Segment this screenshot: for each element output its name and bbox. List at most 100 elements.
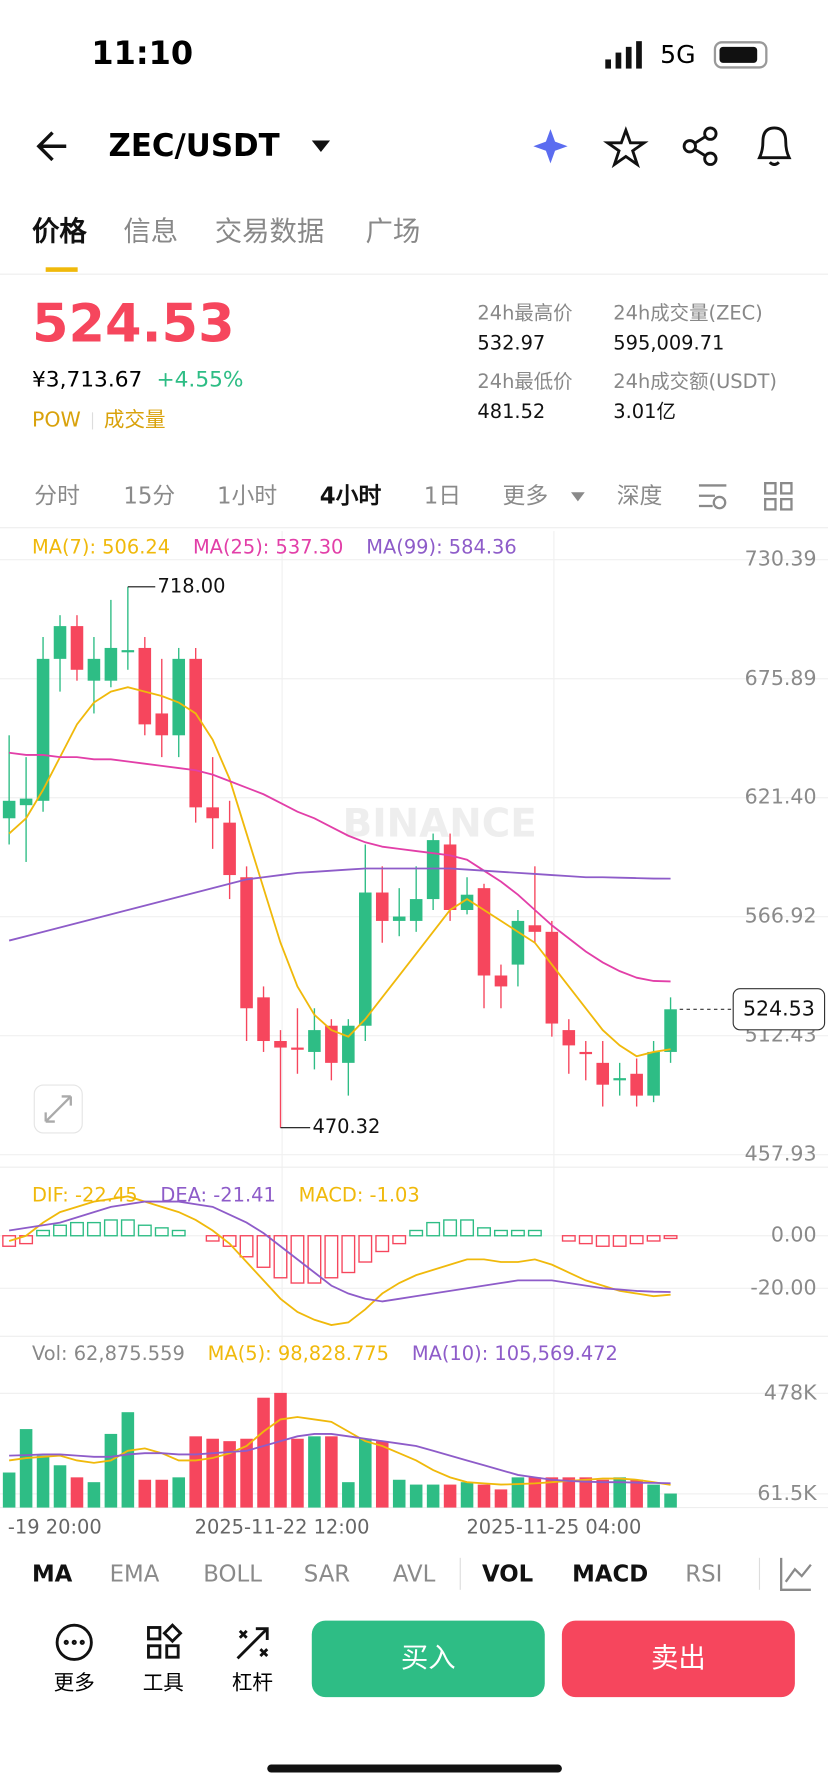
layout-icon[interactable] [764, 482, 793, 511]
home-indicator [267, 1764, 562, 1773]
legend-entry: DIF: -22.45 [32, 1183, 138, 1206]
more-dropdown[interactable] [571, 492, 585, 502]
stat-value: 3.01亿 [613, 400, 676, 423]
x-tick-label: 2025-11-25 04:00 [466, 1516, 641, 1539]
macd-bar [222, 1235, 237, 1247]
tab[interactable]: 信息 [123, 217, 178, 248]
share-button[interactable] [682, 126, 718, 166]
interval[interactable]: 更多 [503, 483, 549, 509]
macd-bar [426, 1221, 441, 1237]
interval[interactable]: 深度 [617, 483, 663, 509]
tag[interactable]: POW [32, 407, 81, 431]
action-label[interactable]: 工具 [143, 1670, 184, 1694]
interval[interactable]: 15分 [123, 483, 175, 509]
volume-bar [562, 1477, 576, 1508]
interval[interactable]: 4小时 [320, 483, 382, 509]
volume-bar [189, 1436, 202, 1508]
y-tick-label: -20.00 [750, 1275, 816, 1299]
macd-bar [358, 1235, 373, 1263]
volume-bar [477, 1484, 491, 1508]
tab[interactable]: 价格 [32, 217, 87, 248]
pair-dropdown[interactable] [311, 140, 331, 152]
indicator[interactable]: RSI [685, 1561, 722, 1587]
volume-bar [19, 1429, 33, 1508]
sell-button[interactable] [561, 1620, 795, 1698]
tab[interactable]: 交易数据 [215, 217, 325, 248]
indicator[interactable]: MA [32, 1561, 73, 1587]
macd-bar [443, 1219, 458, 1237]
indicator-line [8, 867, 671, 942]
volume-bar [121, 1412, 135, 1508]
indicator[interactable]: AVL [393, 1561, 436, 1587]
buy-button[interactable] [311, 1620, 545, 1698]
candle-body [206, 807, 219, 819]
interval[interactable]: 1小时 [217, 483, 277, 509]
volume-bar [172, 1477, 186, 1508]
volume-bar [206, 1438, 219, 1508]
candle-body [2, 800, 16, 819]
indicator[interactable]: BOLL [203, 1561, 262, 1587]
volume-bar [596, 1479, 610, 1508]
y-tick-label: 566.92 [745, 904, 817, 928]
volume-bar [630, 1479, 643, 1508]
macd-bar [561, 1235, 576, 1242]
volume-bar [2, 1472, 16, 1508]
volume-bar [155, 1479, 169, 1508]
macd-bar [137, 1224, 152, 1237]
macd-bar [629, 1235, 644, 1245]
tab-indicator [45, 267, 78, 272]
tag[interactable]: 成交量 [104, 407, 166, 431]
y-tick-label: 730.39 [745, 547, 817, 571]
indicator-line [9, 1433, 671, 1485]
action-label[interactable]: 更多 [54, 1670, 95, 1694]
indicator[interactable]: EMA [110, 1561, 160, 1587]
legend-entry: DEA: -21.41 [160, 1183, 275, 1206]
volume-bar [36, 1455, 50, 1508]
volume-bar [664, 1493, 677, 1508]
buy-label[interactable]: 买入 [401, 1643, 456, 1674]
volume-bar [70, 1477, 84, 1508]
macd-bar [86, 1221, 101, 1237]
more-icon[interactable] [55, 1623, 93, 1661]
action-label[interactable]: 杠杆 [232, 1670, 273, 1694]
candle-body [664, 1009, 677, 1052]
macd-bar [205, 1235, 220, 1242]
ai-button[interactable] [533, 129, 568, 164]
volume-bar [426, 1484, 440, 1508]
chart-style-icon[interactable] [780, 1557, 812, 1591]
macd-bar [290, 1235, 305, 1284]
sell-label[interactable]: 卖出 [651, 1643, 706, 1674]
stat-label: 24h成交量(ZEC) [613, 302, 762, 325]
interval[interactable]: 1日 [424, 483, 461, 509]
legend-entry: MA(5): 98,828.775 [208, 1342, 389, 1365]
alert-button[interactable] [757, 126, 792, 166]
battery [713, 41, 768, 69]
candle-body [257, 997, 270, 1042]
macd-bar [324, 1235, 339, 1279]
pair[interactable]: ZEC/USDT [108, 128, 279, 164]
candle-body [291, 1047, 304, 1050]
volume-bar [138, 1479, 152, 1508]
volume-bar [460, 1482, 474, 1508]
interval[interactable]: 分时 [34, 483, 80, 509]
tools-icon[interactable] [147, 1623, 183, 1659]
settings-icon[interactable] [698, 484, 727, 510]
back-button[interactable] [36, 131, 67, 162]
macd-bar [527, 1229, 542, 1237]
volume-bar [579, 1477, 593, 1508]
indicator-line [9, 751, 671, 983]
candle-body [545, 931, 559, 1024]
y-tick-label: 675.89 [745, 666, 817, 690]
indicator[interactable]: VOL [482, 1561, 533, 1587]
leverage-icon[interactable] [236, 1627, 269, 1660]
favorite-button[interactable] [603, 126, 649, 169]
candle-body [70, 626, 84, 670]
volume-bar [375, 1441, 389, 1508]
indicator[interactable]: SAR [304, 1561, 351, 1587]
indicator[interactable]: MACD [572, 1561, 648, 1587]
tab[interactable]: 广场 [365, 217, 420, 248]
volume-bar [104, 1433, 118, 1508]
candle-body [528, 925, 542, 932]
volume-bar [409, 1484, 423, 1508]
candle-body [443, 844, 457, 910]
